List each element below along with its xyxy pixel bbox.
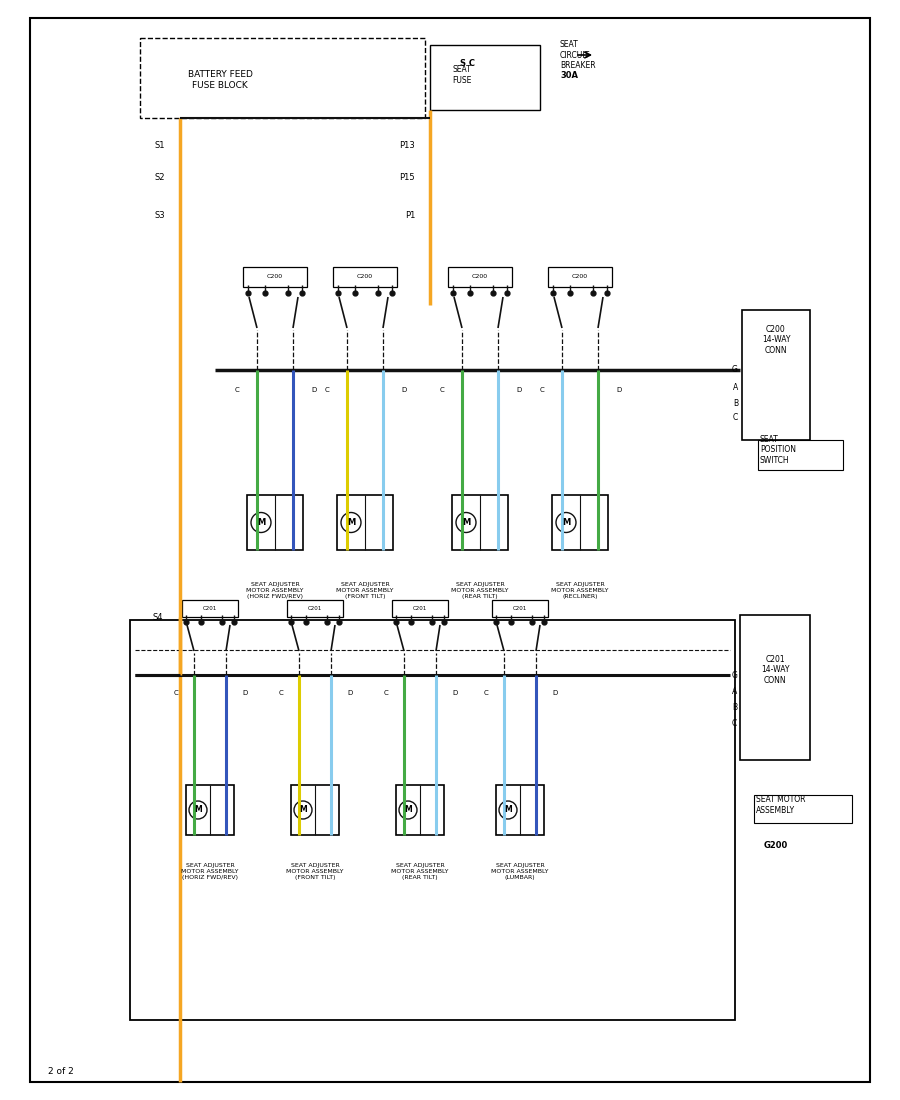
Text: C: C bbox=[173, 690, 178, 696]
Text: SEAT ADJUSTER
MOTOR ASSEMBLY
(RECLINER): SEAT ADJUSTER MOTOR ASSEMBLY (RECLINER) bbox=[551, 582, 608, 598]
Text: SEAT ADJUSTER
MOTOR ASSEMBLY
(REAR TILT): SEAT ADJUSTER MOTOR ASSEMBLY (REAR TILT) bbox=[392, 864, 449, 880]
Bar bbox=[392, 600, 448, 617]
Bar bbox=[182, 600, 238, 617]
Text: C: C bbox=[278, 690, 283, 696]
Text: BATTERY FEED
FUSE BLOCK: BATTERY FEED FUSE BLOCK bbox=[187, 70, 252, 90]
Text: M: M bbox=[256, 518, 266, 527]
Text: A: A bbox=[733, 383, 738, 392]
Text: C: C bbox=[324, 387, 329, 393]
Text: C201: C201 bbox=[513, 605, 527, 610]
Text: D: D bbox=[311, 387, 316, 393]
Bar bbox=[448, 267, 512, 287]
Text: SEAT
POSITION
SWITCH: SEAT POSITION SWITCH bbox=[760, 436, 796, 465]
Text: D: D bbox=[452, 690, 457, 696]
Text: M: M bbox=[299, 805, 307, 814]
Text: A: A bbox=[732, 688, 737, 696]
Bar bbox=[333, 267, 397, 287]
Text: SEAT ADJUSTER
MOTOR ASSEMBLY
(HORIZ FWD/REV): SEAT ADJUSTER MOTOR ASSEMBLY (HORIZ FWD/… bbox=[247, 582, 304, 598]
Text: M: M bbox=[504, 805, 512, 814]
Text: D: D bbox=[242, 690, 248, 696]
Bar bbox=[140, 39, 425, 118]
Text: G: G bbox=[731, 671, 737, 680]
Text: C201: C201 bbox=[308, 605, 322, 610]
Text: C200: C200 bbox=[357, 275, 374, 279]
Text: B: B bbox=[733, 398, 738, 407]
Bar bbox=[552, 495, 608, 550]
Text: M: M bbox=[346, 518, 356, 527]
Text: C: C bbox=[733, 414, 738, 422]
Text: P1: P1 bbox=[405, 210, 415, 220]
Text: S C: S C bbox=[461, 58, 475, 67]
Text: C201: C201 bbox=[202, 605, 217, 610]
Text: 30A: 30A bbox=[560, 70, 578, 79]
Text: C200: C200 bbox=[572, 275, 588, 279]
Bar bbox=[452, 495, 508, 550]
Bar bbox=[740, 615, 810, 760]
Text: C: C bbox=[234, 387, 239, 393]
Text: SEAT MOTOR
ASSEMBLY: SEAT MOTOR ASSEMBLY bbox=[756, 795, 806, 815]
Text: SEAT
CIRCUIT
BREAKER: SEAT CIRCUIT BREAKER bbox=[560, 40, 596, 70]
Text: D: D bbox=[347, 690, 352, 696]
Text: C: C bbox=[539, 387, 544, 393]
Text: G200: G200 bbox=[764, 840, 788, 849]
Text: SEAT ADJUSTER
MOTOR ASSEMBLY
(LUMBAR): SEAT ADJUSTER MOTOR ASSEMBLY (LUMBAR) bbox=[491, 864, 549, 880]
Text: M: M bbox=[404, 805, 412, 814]
Text: C: C bbox=[383, 690, 388, 696]
Text: C200
14-WAY
CONN: C200 14-WAY CONN bbox=[761, 326, 790, 355]
Text: SEAT ADJUSTER
MOTOR ASSEMBLY
(FRONT TILT): SEAT ADJUSTER MOTOR ASSEMBLY (FRONT TILT… bbox=[286, 864, 344, 880]
Text: SEAT ADJUSTER
MOTOR ASSEMBLY
(FRONT TILT): SEAT ADJUSTER MOTOR ASSEMBLY (FRONT TILT… bbox=[337, 582, 394, 598]
Text: G: G bbox=[732, 365, 738, 374]
Text: SEAT ADJUSTER
MOTOR ASSEMBLY
(REAR TILT): SEAT ADJUSTER MOTOR ASSEMBLY (REAR TILT) bbox=[451, 582, 508, 598]
Text: 2 of 2: 2 of 2 bbox=[48, 1067, 74, 1077]
Text: SEAT
FUSE: SEAT FUSE bbox=[453, 65, 472, 85]
Text: D: D bbox=[552, 690, 557, 696]
Bar bbox=[548, 267, 612, 287]
Text: C: C bbox=[732, 719, 737, 728]
Text: C201
14-WAY
CONN: C201 14-WAY CONN bbox=[760, 656, 789, 685]
Text: S2: S2 bbox=[155, 174, 165, 183]
Bar bbox=[247, 495, 303, 550]
Bar bbox=[287, 600, 343, 617]
Text: SEAT ADJUSTER
MOTOR ASSEMBLY
(HORIZ FWD/REV): SEAT ADJUSTER MOTOR ASSEMBLY (HORIZ FWD/… bbox=[181, 864, 238, 880]
Text: S4: S4 bbox=[152, 613, 163, 621]
Text: B: B bbox=[732, 704, 737, 713]
Text: C: C bbox=[439, 387, 444, 393]
Text: M: M bbox=[194, 805, 202, 814]
Bar bbox=[291, 785, 339, 835]
Text: C200: C200 bbox=[472, 275, 488, 279]
Text: C: C bbox=[483, 690, 488, 696]
Text: D: D bbox=[401, 387, 406, 393]
Bar bbox=[243, 267, 307, 287]
Bar bbox=[186, 785, 234, 835]
Bar bbox=[396, 785, 444, 835]
Text: M: M bbox=[562, 518, 570, 527]
Text: P15: P15 bbox=[400, 174, 415, 183]
Bar bbox=[758, 440, 843, 470]
Bar bbox=[496, 785, 544, 835]
Bar bbox=[337, 495, 393, 550]
Bar bbox=[130, 620, 735, 1020]
Text: D: D bbox=[516, 387, 521, 393]
Text: P13: P13 bbox=[400, 141, 415, 150]
Text: D: D bbox=[616, 387, 621, 393]
Text: M: M bbox=[462, 518, 470, 527]
Text: C200: C200 bbox=[267, 275, 284, 279]
Text: C201: C201 bbox=[413, 605, 428, 610]
Text: S1: S1 bbox=[155, 141, 165, 150]
Bar bbox=[492, 600, 548, 617]
Bar bbox=[742, 310, 810, 440]
Bar bbox=[430, 45, 540, 110]
Bar bbox=[754, 795, 852, 823]
Text: S3: S3 bbox=[155, 210, 165, 220]
